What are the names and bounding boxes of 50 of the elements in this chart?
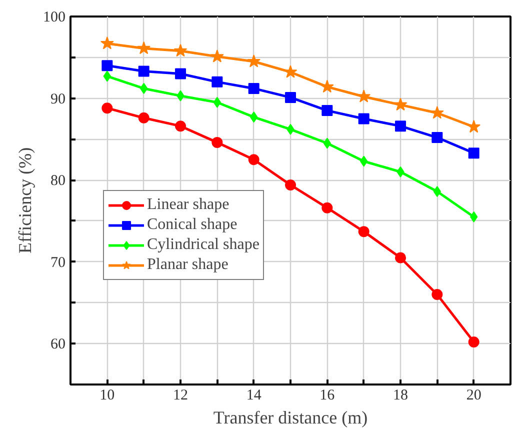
- point: [210, 50, 224, 62]
- point: [137, 41, 151, 54]
- point: [395, 252, 406, 264]
- x-tick-label: 10: [100, 388, 115, 404]
- y-tick-label: 70: [50, 254, 66, 271]
- point: [285, 179, 296, 190]
- point: [102, 102, 113, 114]
- point: [357, 90, 371, 102]
- y-axis-title: Efficiency (%): [15, 147, 35, 254]
- point: [175, 120, 186, 132]
- point: [138, 66, 150, 77]
- legend-label: Cylindrical shape: [147, 236, 260, 254]
- legend-label: Conical shape: [147, 216, 238, 234]
- x-tick-label: 18: [393, 388, 408, 404]
- point: [394, 98, 408, 111]
- point: [430, 106, 444, 119]
- point: [358, 226, 370, 238]
- point: [468, 148, 480, 159]
- point: [212, 76, 223, 88]
- point: [248, 82, 260, 94]
- y-tick-label: 90: [50, 91, 66, 108]
- point: [247, 54, 261, 68]
- point: [322, 105, 333, 116]
- point: [285, 92, 296, 103]
- point: [100, 36, 114, 50]
- legend-label: Planar shape: [147, 256, 228, 274]
- point: [432, 132, 443, 144]
- point: [175, 68, 186, 80]
- legend-label: Linear shape: [147, 196, 230, 214]
- point: [468, 336, 480, 348]
- y-tick-label: 100: [43, 10, 66, 26]
- x-axis-title: Transfer distance (m): [213, 408, 368, 428]
- point: [395, 120, 406, 132]
- point: [322, 202, 333, 214]
- point: [432, 289, 443, 300]
- point: [320, 80, 334, 93]
- point: [174, 44, 188, 57]
- x-tick-label: 12: [173, 388, 188, 404]
- point: [358, 113, 370, 124]
- point: [248, 154, 260, 166]
- point: [138, 112, 150, 124]
- x-tick-label: 14: [246, 388, 262, 404]
- point: [212, 136, 223, 148]
- point: [467, 120, 481, 133]
- y-tick-label: 60: [50, 336, 66, 353]
- y-tick-label: 80: [50, 173, 66, 190]
- x-tick-label: 20: [466, 388, 482, 404]
- point: [102, 60, 113, 72]
- x-tick-label: 16: [320, 388, 336, 404]
- point: [284, 65, 298, 78]
